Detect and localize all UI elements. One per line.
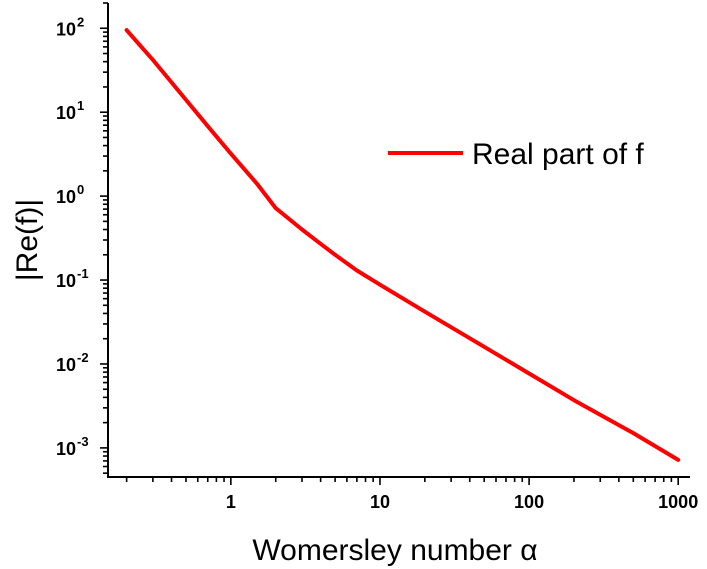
y-tick-label: 10 — [56, 439, 76, 459]
y-axis-label: |Re(f)| — [11, 199, 44, 281]
y-tick-exponent: -3 — [77, 434, 89, 449]
x-axis: 1 10 100 1000 — [107, 476, 698, 512]
plot-area — [124, 28, 681, 462]
x-axis-label: Womersley number α — [252, 534, 537, 567]
y-tick-label: 10 — [56, 187, 76, 207]
legend-label: Real part of f — [472, 138, 644, 171]
y-tick-exponent: -1 — [77, 266, 89, 281]
y-tick-label: 10 — [56, 355, 76, 375]
y-tick-label: 10 — [56, 103, 76, 123]
x-tick-label: 1000 — [658, 492, 698, 512]
x-ticks: 1 10 100 1000 — [125, 477, 698, 512]
x-tick-label: 10 — [370, 492, 390, 512]
x-tick-label: 1 — [226, 492, 236, 512]
y-tick-exponent: 0 — [77, 182, 84, 197]
y-tick-label: 10 — [56, 19, 76, 39]
legend: Real part of f — [388, 138, 644, 171]
x-tick-label: 100 — [514, 492, 544, 512]
y-tick-exponent: 2 — [77, 14, 84, 29]
y-tick-exponent: -2 — [77, 350, 89, 365]
y-tick-exponent: 1 — [77, 98, 84, 113]
y-tick-label: 10 — [56, 271, 76, 291]
series-line — [124, 28, 681, 462]
